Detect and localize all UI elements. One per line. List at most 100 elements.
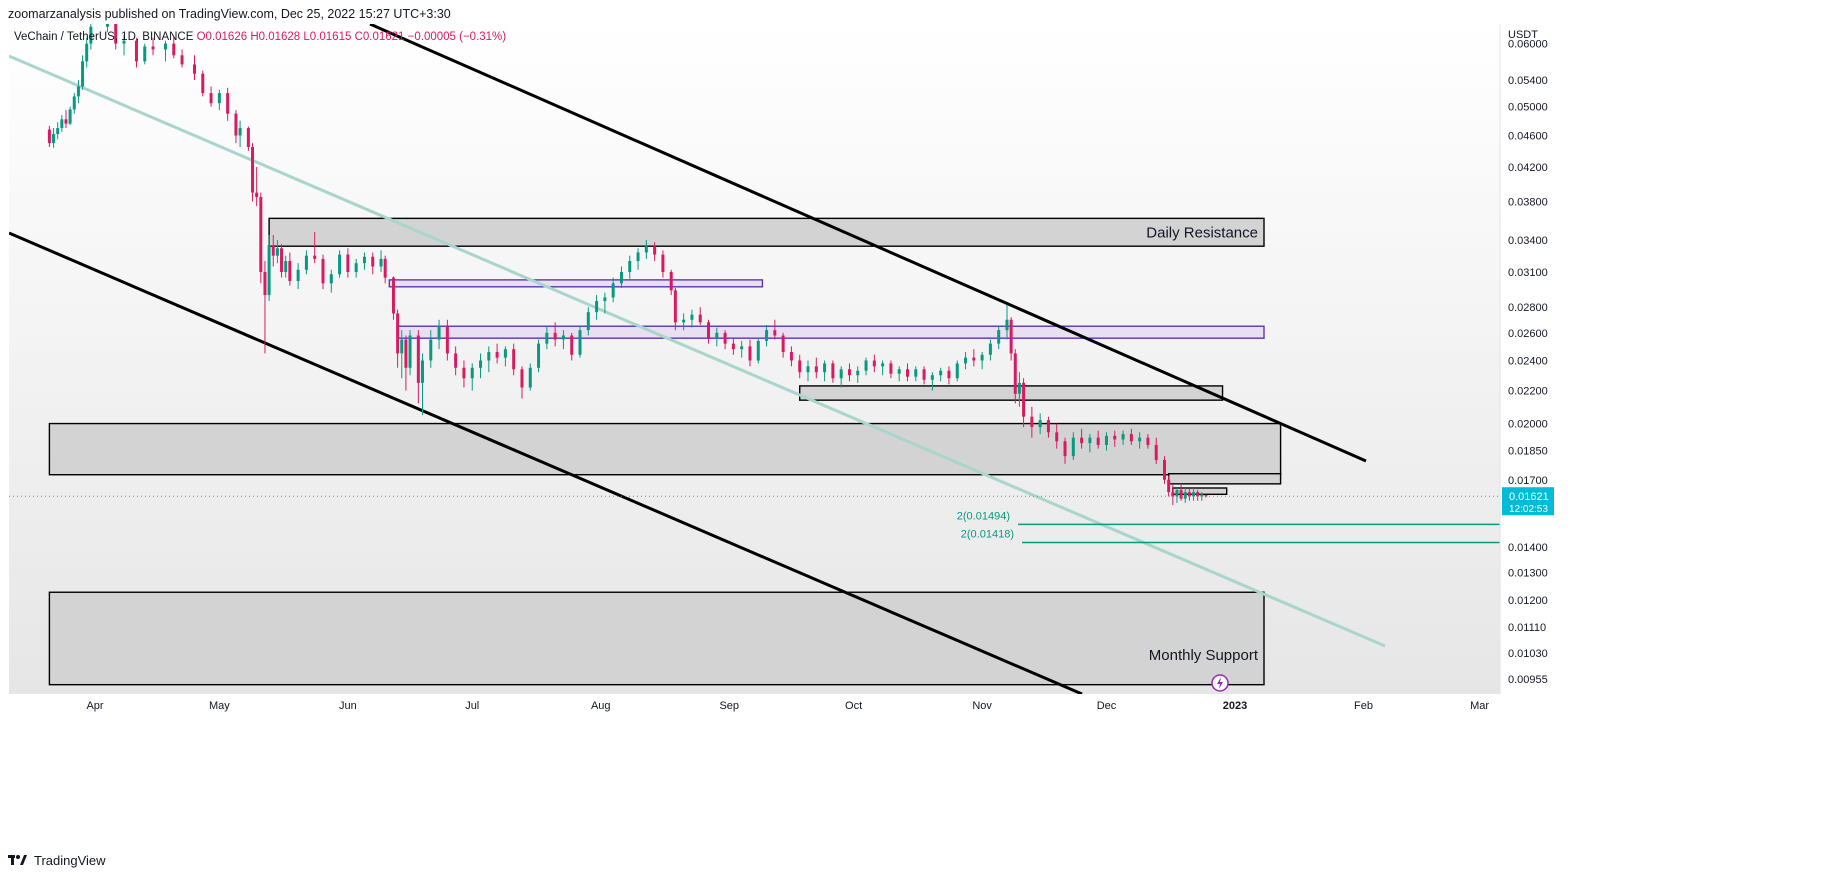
candle-body <box>226 93 230 114</box>
tradingview-brand: TradingView <box>34 852 106 868</box>
symbol-legend: VeChain / TetherUS, 1D, BINANCE O0.01626… <box>14 31 506 43</box>
candle-body <box>972 357 976 361</box>
time-axis-tick: Dec <box>1097 700 1117 712</box>
candle-body <box>922 369 926 380</box>
time-axis-tick: Nov <box>972 700 992 712</box>
price-axis-tick: 0.01030 <box>1508 648 1548 660</box>
candle-body <box>1005 319 1009 331</box>
candle-body <box>586 312 590 331</box>
fib-target-label-1: 2(0.01418) <box>961 528 1014 540</box>
candle-body <box>897 369 901 374</box>
tradingview-footer: TradingView <box>8 850 106 870</box>
candle-body <box>781 335 785 352</box>
candle-body <box>383 258 387 278</box>
candle-body <box>238 128 242 136</box>
candle-body <box>296 269 300 282</box>
candle-body <box>1017 382 1021 394</box>
candle-body <box>644 246 648 253</box>
candle-body <box>329 274 333 284</box>
price-axis-currency: USDT <box>1508 29 1538 41</box>
candle-body <box>64 119 68 124</box>
candle-body <box>209 93 213 104</box>
candle-body <box>673 290 677 323</box>
price-axis-tick: 0.01300 <box>1508 568 1548 580</box>
candle-body <box>151 46 155 50</box>
candle-body <box>85 43 89 62</box>
purple-box-0 <box>388 279 764 288</box>
candle-body <box>773 330 777 336</box>
candle-body <box>1113 435 1117 440</box>
candle-body <box>823 363 827 373</box>
last-price-badge <box>1502 487 1554 516</box>
candle-body <box>114 24 118 44</box>
candle-body <box>636 252 640 262</box>
candle-body <box>520 369 524 388</box>
candle-body <box>847 369 851 376</box>
candle-body <box>321 258 325 284</box>
time-axis-tick: 2023 <box>1223 700 1247 712</box>
candle-body <box>275 248 279 256</box>
candle-body <box>479 360 483 368</box>
price-axis-tick: 0.04200 <box>1508 162 1548 174</box>
time-axis-tick: Oct <box>845 700 862 712</box>
plot-gradient <box>9 24 1500 694</box>
zone-2 <box>48 591 1265 686</box>
candle-body <box>1204 495 1208 497</box>
candle-body <box>445 326 449 354</box>
fib-target-label-0: 2(0.01494) <box>957 510 1010 522</box>
price-axis-tick: 0.06000 <box>1508 39 1548 51</box>
published-line: zoomarzanalysis published on TradingView… <box>8 7 451 21</box>
candle-body <box>280 248 284 272</box>
candle-body <box>454 353 458 368</box>
candle-body <box>503 349 507 358</box>
candle-body <box>748 346 752 361</box>
candle-body <box>362 256 366 264</box>
zone-label-2: Monthly Support <box>1149 647 1259 664</box>
price-axis-tick: 0.01110 <box>1508 622 1546 634</box>
zone-1 <box>48 422 1282 476</box>
time-axis-tick: Aug <box>591 700 611 712</box>
price-axis-tick: 0.01200 <box>1508 595 1548 607</box>
time-axis-tick: Sep <box>719 700 739 712</box>
plot-area[interactable]: Daily Resistance Monthly Support <box>9 11 1502 694</box>
candle-body <box>914 369 918 377</box>
time-axis-tick: Jul <box>465 700 479 712</box>
candle-body <box>495 351 499 358</box>
candle-body <box>1167 479 1171 493</box>
tradingview-logo-icon <box>8 855 27 865</box>
zone-label-0: Daily Resistance <box>1146 224 1258 241</box>
candle-body <box>1030 416 1034 428</box>
candle-body <box>143 46 147 62</box>
candle-body <box>930 375 934 380</box>
grey-box-0 <box>799 385 1224 401</box>
candle-body <box>1175 490 1179 497</box>
candle-body <box>1104 435 1108 445</box>
candle-body <box>1071 437 1075 457</box>
candle-body <box>939 370 943 376</box>
candle-body <box>980 354 984 361</box>
candle-body <box>1063 441 1067 457</box>
candle-body <box>731 343 735 350</box>
candle-body <box>371 256 375 267</box>
candle-body <box>487 351 491 361</box>
candle-body <box>1055 432 1059 442</box>
time-axis-tick: Apr <box>86 700 103 712</box>
candle-body <box>682 319 686 323</box>
candle-body <box>1080 437 1084 444</box>
candle-body <box>628 261 632 272</box>
time-axis-tick: Feb <box>1354 700 1373 712</box>
candle-body <box>1046 420 1050 433</box>
last-price-value: 0.01621 <box>1509 491 1549 503</box>
candle-body <box>68 109 72 124</box>
candle-body <box>997 330 1001 344</box>
candle-body <box>1038 420 1042 428</box>
candle-body <box>1088 437 1092 444</box>
candle-body <box>1183 492 1187 499</box>
candle-body <box>537 343 541 368</box>
time-axis-tick: Mar <box>1470 700 1489 712</box>
candle-body <box>354 263 358 272</box>
time-axis-bg <box>9 694 1500 716</box>
candle-body <box>661 254 665 272</box>
candle-body <box>288 261 292 282</box>
